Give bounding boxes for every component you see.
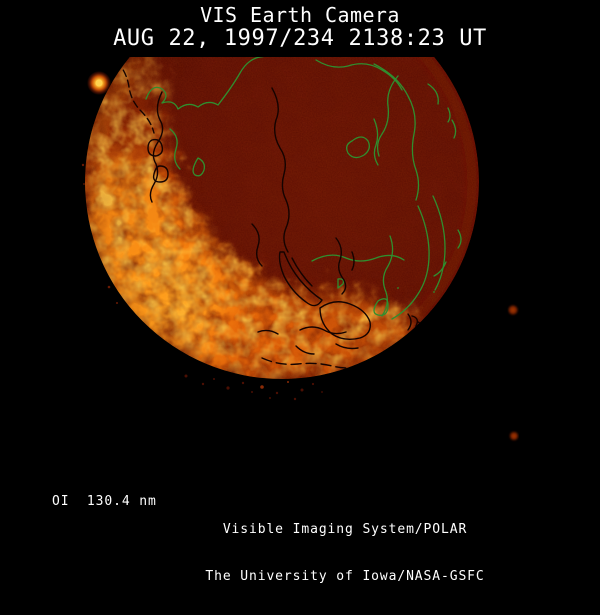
coastline-south-loop — [373, 298, 389, 316]
wavelength-label: OI 130.4 nm — [52, 494, 157, 509]
coastline-island-loop — [346, 136, 370, 159]
coastline-thailand — [251, 223, 263, 267]
coastline-japan-vertical — [381, 235, 394, 317]
faint-stars — [508, 305, 518, 440]
page-title: VIS Earth Camera — [200, 3, 400, 27]
coastline-indonesia-cluster — [257, 326, 359, 355]
coastline-asia-coast — [149, 91, 164, 203]
coastline-lake — [373, 118, 379, 166]
coastline-asia-loop1 — [147, 138, 164, 157]
limb-debris-speckles — [81, 163, 323, 401]
credit-institution: The University of Iowa/NASA-GSFC — [205, 568, 485, 584]
coastline-malay-sumatra — [278, 251, 323, 307]
coastline-sumatra-inner — [291, 257, 313, 287]
coastline-kamchatka-outer — [373, 63, 420, 201]
coastline-arctic-west — [145, 57, 285, 110]
coastlines-dayside — [116, 60, 426, 369]
coastline-kamchatka-limb — [116, 60, 155, 134]
coastline-topright-bits — [427, 83, 451, 123]
coastline-right-dashes — [433, 119, 462, 277]
image-grain — [85, 57, 479, 379]
image-data-region — [81, 57, 518, 440]
coastline-west-bit1 — [169, 128, 181, 170]
coastline-west-bit2 — [192, 157, 206, 177]
earth-disk-image — [81, 57, 518, 440]
vis-earth-camera-frame: VIS Earth Camera AUG 22, 1997/234 2138:2… — [52, 3, 518, 584]
coastline-philippines — [335, 237, 355, 295]
coastline-dot — [397, 287, 399, 289]
bright-star — [87, 71, 111, 95]
coastline-arctic-east — [315, 59, 403, 91]
coastline-vietnam — [271, 87, 290, 253]
credit-system: Visible Imaging System/POLAR — [222, 522, 468, 537]
coastline-japan-chain — [311, 254, 405, 262]
coastline-south-mark — [337, 278, 345, 289]
coastlines-nightside — [145, 57, 462, 320]
coastline-dot — [433, 291, 435, 293]
coastline-java-chain — [261, 357, 363, 369]
coastline-okhotsk-arc — [391, 205, 430, 320]
timestamp-label: AUG 22, 1997/234 2138:23 UT — [113, 26, 487, 51]
coastline-asia-loop2 — [152, 165, 169, 183]
credits-block: Visible Imaging System/POLAR The Univers… — [205, 491, 484, 615]
coastline-kamchatka-inner — [376, 75, 399, 157]
coastline-limb-arc — [432, 195, 446, 291]
coastline-new-guinea — [417, 321, 426, 333]
